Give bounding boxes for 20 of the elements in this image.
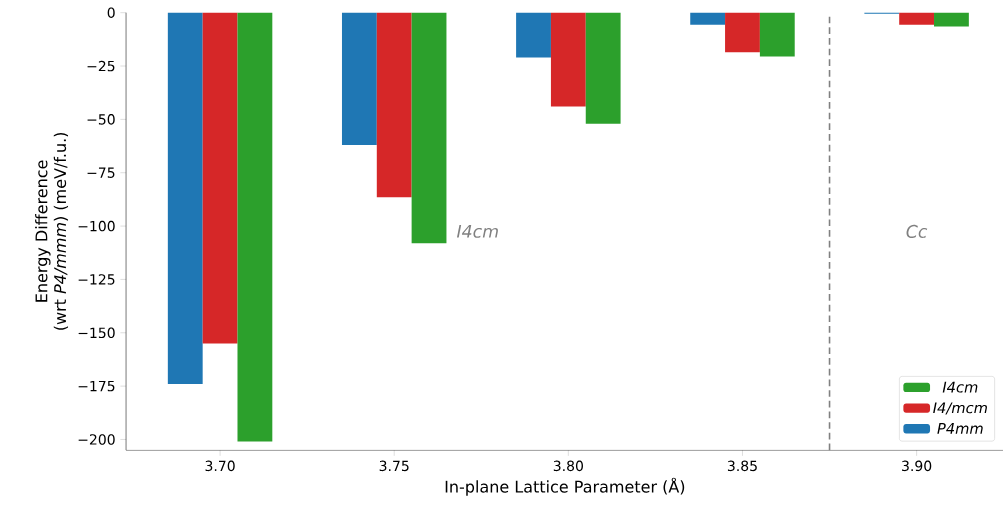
x-tick-label: 3.80	[553, 460, 583, 472]
y-tick-label: −50	[87, 114, 115, 125]
x-tick-label: 3.70	[205, 460, 235, 472]
y-tick-label: −125	[78, 274, 115, 285]
y-tick-label: −150	[78, 327, 115, 338]
annotation: Cc	[906, 224, 928, 238]
x-axis-title: In-plane Lattice Parameter (Å)	[445, 477, 685, 496]
y-tick-label: −200	[78, 434, 115, 445]
legend-label: I4cm	[942, 381, 978, 393]
y-tick-label: −100	[78, 220, 115, 232]
annotation: I4cm	[456, 224, 498, 238]
x-tick-label: 3.85	[727, 460, 757, 472]
legend-label: P4mm	[937, 423, 983, 434]
y-tick-label: −75	[87, 167, 115, 178]
y-tick-label: −175	[78, 380, 115, 392]
x-tick-label: 3.90	[902, 460, 932, 472]
x-tick-label: 3.75	[379, 460, 409, 472]
legend-label: I4/mcm	[933, 402, 987, 415]
y-tick-label: −25	[87, 60, 115, 72]
y-tick-label: 0	[107, 7, 115, 18]
